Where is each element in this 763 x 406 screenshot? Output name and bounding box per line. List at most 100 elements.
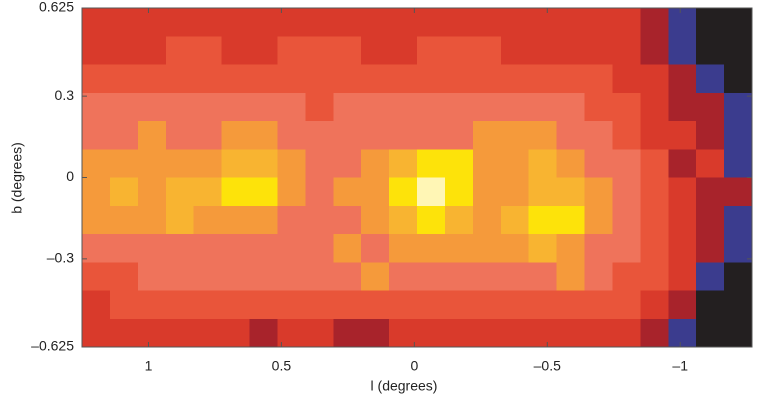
y-tick-label: –0.3	[47, 250, 74, 266]
contour-cell	[361, 205, 390, 235]
contour-cell	[417, 92, 446, 122]
contour-cell	[612, 8, 641, 37]
contour-cell	[82, 318, 111, 348]
contour-cell	[361, 8, 390, 37]
contour-cell	[82, 234, 111, 263]
contour-cell	[444, 318, 474, 348]
contour-cell	[137, 36, 167, 66]
contour-cell	[221, 234, 251, 263]
contour-cell	[528, 234, 558, 263]
contour-cell	[724, 177, 753, 207]
contour-cell	[612, 121, 641, 150]
contour-cell	[417, 36, 446, 66]
contour-cell	[556, 8, 586, 37]
contour-cell	[109, 177, 139, 207]
contour-cell	[640, 290, 669, 320]
contour-cell	[556, 290, 586, 320]
y-tick-label: 0	[66, 168, 74, 184]
contour-cell	[389, 205, 418, 235]
contour-cell	[165, 92, 195, 122]
contour-cell	[640, 64, 669, 94]
x-tick-label: –0.5	[534, 358, 561, 374]
contour-cell	[333, 149, 362, 179]
contour-cell	[417, 205, 446, 235]
contour-cell	[82, 92, 111, 122]
contour-cell	[584, 121, 614, 150]
contour-cell	[82, 290, 111, 320]
contour-cell	[249, 36, 279, 66]
contour-cell	[472, 205, 502, 235]
y-tick-label: –0.625	[31, 338, 74, 354]
contour-cell	[305, 234, 334, 263]
contour-cell	[472, 64, 502, 94]
contour-cell	[612, 64, 641, 94]
contour-cell	[640, 262, 669, 292]
contour-cell	[305, 318, 334, 348]
contour-cell	[82, 205, 111, 235]
contour-cell	[584, 149, 614, 179]
contour-cell	[82, 262, 111, 292]
contour-cell	[389, 92, 418, 122]
contour-cell	[389, 149, 418, 179]
contour-cell	[109, 36, 139, 66]
contour-cell	[249, 177, 279, 207]
contour-field	[82, 8, 753, 348]
contour-cell	[640, 121, 669, 150]
contour-cell	[668, 64, 697, 94]
contour-cell	[584, 262, 614, 292]
contour-cell	[556, 149, 586, 179]
contour-cell	[724, 149, 753, 179]
plot-frame	[81, 7, 753, 348]
contour-cell	[137, 92, 167, 122]
contour-cell	[556, 177, 586, 207]
contour-cell	[221, 36, 251, 66]
contour-cell	[696, 262, 725, 292]
y-axis-label: b (degrees)	[9, 142, 25, 214]
contour-cell	[165, 290, 195, 320]
contour-cell	[417, 177, 446, 207]
contour-cell	[109, 290, 139, 320]
contour-cell	[668, 290, 697, 320]
contour-cell	[612, 262, 641, 292]
contour-cell	[528, 8, 558, 37]
contour-cell	[612, 290, 641, 320]
contour-cell	[277, 205, 306, 235]
contour-cell	[668, 234, 697, 263]
x-tick-label: 0.5	[272, 358, 292, 374]
contour-cell	[444, 234, 474, 263]
contour-cell	[389, 234, 418, 263]
contour-cell	[500, 290, 530, 320]
contour-cell	[333, 64, 362, 94]
contour-cell	[500, 149, 530, 179]
contour-cell	[389, 64, 418, 94]
contour-cell	[193, 36, 223, 66]
contour-cell	[193, 177, 223, 207]
contour-cell	[696, 92, 725, 122]
contour-cell	[417, 8, 446, 37]
contour-cell	[612, 318, 641, 348]
contour-cell	[444, 149, 474, 179]
contour-cell	[193, 318, 223, 348]
x-axis-label: l (degrees)	[371, 378, 438, 394]
contour-cell	[500, 262, 530, 292]
contour-cell	[444, 64, 474, 94]
contour-cell	[584, 290, 614, 320]
contour-cell	[696, 121, 725, 150]
contour-cell	[305, 149, 334, 179]
contour-cell	[668, 36, 697, 66]
contour-cell	[361, 234, 390, 263]
contour-cell	[277, 36, 306, 66]
contour-cell	[165, 8, 195, 37]
contour-cell	[584, 8, 614, 37]
contour-cell	[612, 92, 641, 122]
contour-cell	[305, 121, 334, 150]
contour-cell	[640, 92, 669, 122]
contour-cell	[221, 121, 251, 150]
contour-cell	[305, 92, 334, 122]
contour-cell	[500, 205, 530, 235]
contour-cell	[165, 121, 195, 150]
contour-cell	[612, 177, 641, 207]
contour-cell	[612, 234, 641, 263]
contour-cell	[640, 318, 669, 348]
contour-cell	[361, 121, 390, 150]
